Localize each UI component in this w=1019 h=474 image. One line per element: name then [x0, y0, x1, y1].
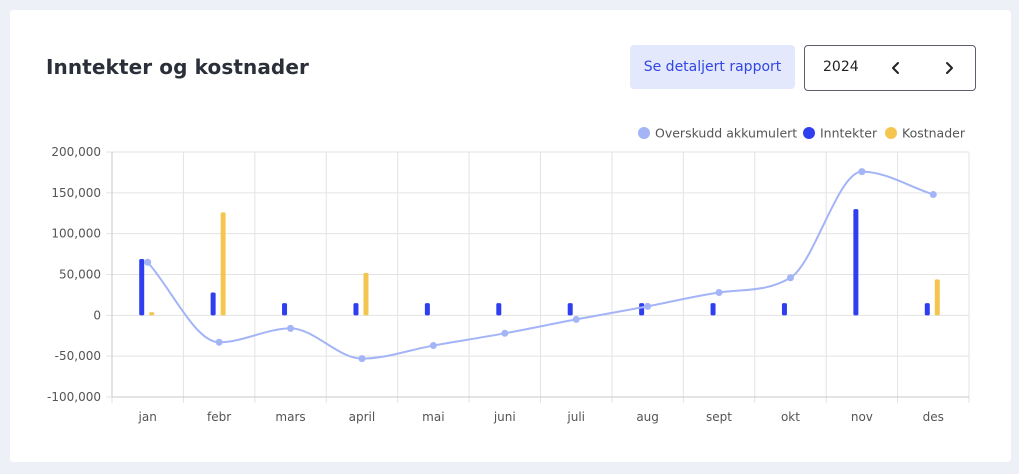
y-tick-label: 200,000 — [51, 145, 101, 159]
legend-marker — [638, 127, 650, 139]
x-tick-label: des — [923, 410, 944, 424]
y-tick-label: -50,000 — [55, 349, 101, 363]
income-bar — [210, 292, 216, 316]
income-bar — [282, 303, 288, 316]
y-tick-label: 150,000 — [51, 186, 101, 200]
x-tick-label: okt — [781, 410, 800, 424]
income-bar — [853, 209, 859, 316]
surplus-point — [215, 338, 223, 346]
legend-marker — [803, 127, 815, 139]
chart-legend: Overskudd akkumulert Inntekter Kostnader — [638, 126, 966, 141]
x-tick-label: febr — [207, 410, 231, 424]
income-bar — [496, 303, 502, 316]
x-tick-label: nov — [851, 410, 873, 424]
x-tick-label: juli — [566, 410, 585, 424]
bar-series — [139, 209, 940, 316]
income-bar — [924, 303, 930, 316]
x-tick-label: sept — [706, 410, 732, 424]
surplus-point — [858, 168, 866, 176]
cost-bar — [220, 212, 226, 316]
surplus-point — [287, 324, 295, 332]
year-selector: 2024 — [804, 45, 976, 91]
income-bar — [424, 303, 430, 316]
income-bar — [139, 258, 145, 316]
income-bar — [710, 303, 716, 316]
surplus-point — [429, 342, 437, 350]
line-series — [144, 168, 937, 363]
y-tick-label: -100,000 — [47, 390, 101, 404]
x-tick-label: april — [349, 410, 376, 424]
surplus-point — [358, 355, 366, 363]
page-title: Inntekter og kostnader — [46, 55, 309, 79]
cost-bar — [149, 312, 155, 316]
x-tick-label: jan — [138, 410, 157, 424]
surplus-point — [501, 329, 509, 337]
detailed-report-button[interactable]: Se detaljert rapport — [630, 45, 795, 89]
next-year-button[interactable] — [933, 52, 965, 84]
surplus-point — [786, 274, 794, 282]
x-tick-label: mars — [275, 410, 305, 424]
cost-bar — [934, 279, 940, 316]
y-axis-ticks: 200,000 150,000 100,000 50,000 0 -50,000 -100,… — [47, 145, 101, 404]
x-tick-label: aug — [636, 410, 659, 424]
chevron-left-icon — [892, 62, 899, 74]
surplus-line — [146, 170, 934, 360]
year-label: 2024 — [823, 59, 859, 75]
x-tick-label: mai — [422, 410, 444, 424]
chevron-right-icon — [946, 62, 953, 74]
legend-label: Inntekter — [820, 126, 878, 141]
legend-label: Overskudd akkumulert — [655, 126, 797, 141]
y-tick-label: 100,000 — [51, 227, 101, 241]
previous-year-button[interactable] — [880, 52, 912, 84]
x-axis-ticks: jan febr mars april mai juni juli aug sept okt nov… — [138, 410, 944, 424]
y-tick-label: 0 — [93, 308, 101, 322]
surplus-point — [929, 190, 937, 198]
surplus-point — [572, 315, 580, 323]
surplus-point — [644, 302, 652, 310]
income-bar — [353, 303, 359, 316]
cost-bar — [363, 272, 369, 316]
chart-grid — [106, 151, 970, 403]
surplus-point — [144, 258, 152, 266]
income-bar — [567, 303, 573, 316]
legend-marker — [885, 127, 897, 139]
surplus-point — [715, 288, 723, 296]
x-tick-label: juni — [493, 410, 516, 424]
y-tick-label: 50,000 — [59, 268, 101, 282]
legend-label: Kostnader — [902, 126, 966, 141]
income-bar — [781, 303, 787, 316]
income-bar — [639, 303, 645, 316]
